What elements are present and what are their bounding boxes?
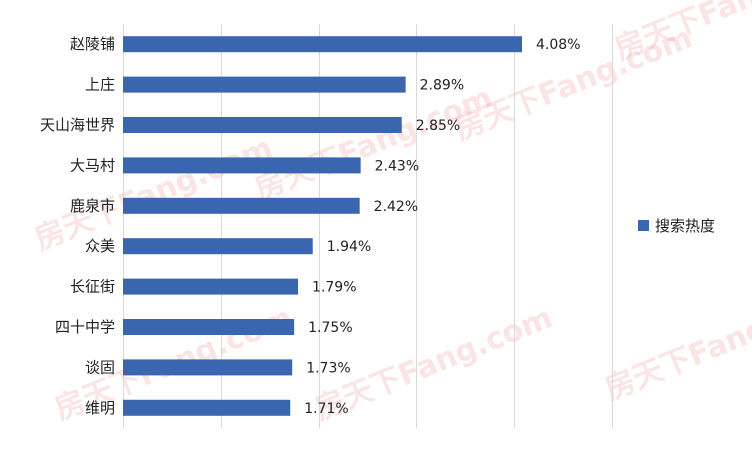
value-label: 1.75% — [308, 320, 352, 336]
bar-8 — [123, 359, 293, 376]
legend-label: 搜索热度 — [655, 217, 715, 235]
category-label: 长征街 — [70, 278, 115, 296]
bar-0 — [123, 36, 523, 53]
value-label: 4.08% — [536, 37, 580, 53]
legend-swatch — [638, 220, 649, 231]
value-label: 2.42% — [374, 199, 418, 215]
bar-2 — [123, 117, 402, 133]
watermark: 房天下Fang.com — [600, 280, 752, 407]
value-label: 1.79% — [312, 280, 356, 296]
bar-3 — [123, 157, 361, 174]
bar-4 — [123, 197, 360, 214]
category-label: 四十中学 — [55, 318, 115, 336]
watermark: 房天下Fang.com — [250, 80, 498, 207]
category-label: 维明 — [85, 399, 115, 417]
value-label: 1.71% — [304, 401, 348, 417]
value-label: 1.94% — [327, 239, 371, 255]
category-label: 众美 — [85, 237, 115, 255]
bars — [123, 36, 523, 416]
category-label: 大马村 — [70, 156, 115, 174]
category-label: 天山海世界 — [40, 116, 115, 134]
bar-1 — [123, 76, 406, 93]
value-label: 2.89% — [420, 78, 464, 94]
category-label: 鹿泉市 — [70, 197, 115, 215]
category-label: 赵陵铺 — [70, 35, 115, 53]
value-label: 2.85% — [416, 118, 460, 134]
category-label: 上庄 — [85, 76, 115, 94]
value-label: 2.43% — [375, 158, 419, 174]
category-label: 谈固 — [85, 358, 115, 376]
bar-7 — [123, 319, 295, 335]
value-labels: 4.08% 2.89% 2.85% 2.43% 2.42% 1.94% 1.79% 1.75%… — [304, 37, 580, 417]
bar-9 — [123, 399, 291, 416]
bar-6 — [123, 278, 299, 295]
value-label: 1.73% — [306, 360, 350, 376]
legend: 搜索热度 — [638, 217, 715, 235]
bar-5 — [123, 238, 313, 255]
